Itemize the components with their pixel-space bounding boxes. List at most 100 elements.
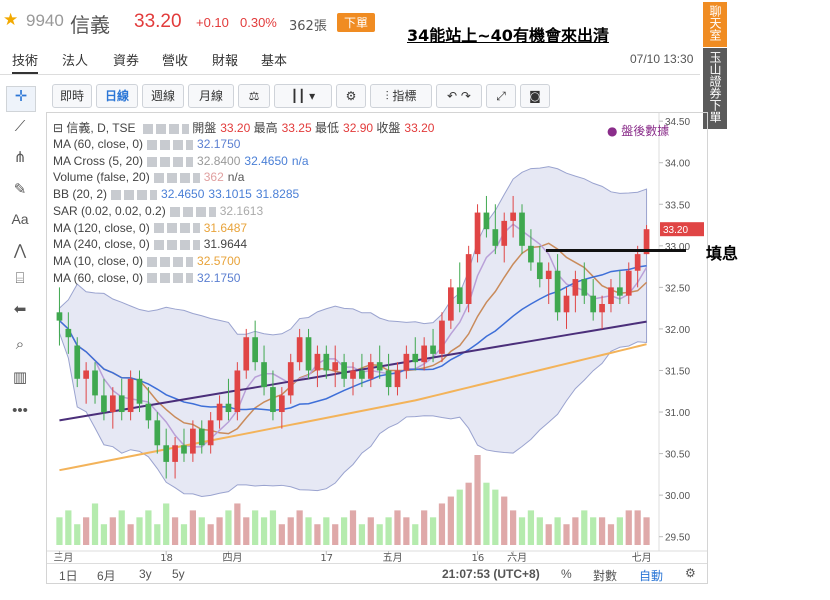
- volume-bar: [234, 503, 241, 545]
- settings-gear-icon[interactable]: ⚙: [336, 84, 366, 108]
- volume-bar: [323, 517, 330, 545]
- after-hours-data[interactable]: ● 盤後數據: [607, 124, 670, 138]
- candle-body: [198, 428, 205, 446]
- candle-body: [101, 395, 107, 413]
- order-button[interactable]: 下單: [337, 13, 376, 32]
- candle-body: [590, 295, 597, 313]
- candle-body: [563, 295, 570, 313]
- candle-body: [581, 279, 588, 296]
- undo-redo-icon[interactable]: ↶ ↷: [436, 84, 482, 108]
- price-chart[interactable]: 29.50 30.00 30.50 31.00 31.50 32.00 32.50 33.00…: [47, 113, 707, 583]
- candle-body: [643, 229, 650, 255]
- volume-bar: [296, 510, 303, 545]
- intraday-button[interactable]: 即時: [52, 84, 92, 108]
- percent-toggle[interactable]: %: [561, 567, 572, 581]
- range-1d[interactable]: 1日: [59, 569, 78, 583]
- favorite-star-icon[interactable]: ★: [3, 10, 19, 29]
- camera-icon[interactable]: ◙: [520, 84, 550, 108]
- candle-body: [510, 212, 516, 221]
- volume-bar: [287, 517, 294, 545]
- fib-tool-icon[interactable]: ⋔: [13, 149, 27, 166]
- legend-row-controls-icon[interactable]: [153, 240, 200, 251]
- legend-row-controls-icon[interactable]: [169, 206, 216, 217]
- legend-controls-icon[interactable]: [142, 123, 189, 134]
- legend-row-controls-icon[interactable]: [147, 256, 194, 267]
- chart-settings-icon[interactable]: ⚙: [685, 566, 696, 580]
- daily-button[interactable]: 日線: [96, 84, 138, 108]
- candle-body: [554, 270, 561, 313]
- tab-technical[interactable]: 技術: [12, 50, 39, 74]
- volume-bar: [358, 524, 366, 545]
- legend-row-controls-icon[interactable]: [111, 189, 158, 200]
- measure-tool-icon[interactable]: ⌸: [15, 270, 25, 287]
- volume-bar: [625, 510, 632, 545]
- y-tick-label: 33.50: [665, 200, 690, 211]
- text-tool-icon[interactable]: Aa: [11, 211, 29, 227]
- volume-bar: [581, 510, 588, 545]
- candle-body: [252, 337, 258, 363]
- volume-bar: [278, 524, 285, 545]
- legend-row-controls-icon[interactable]: [153, 173, 200, 184]
- candle-body: [118, 395, 125, 413]
- last-price-label: 33.20: [663, 225, 688, 236]
- volume-bar: [403, 517, 410, 545]
- legend-row-controls-icon[interactable]: [147, 139, 194, 150]
- candle-body: [625, 270, 632, 296]
- range-6m[interactable]: 6月: [97, 569, 116, 583]
- auto-toggle[interactable]: 自動: [639, 569, 664, 583]
- zoom-icon[interactable]: ⌕: [15, 336, 25, 353]
- candle-body: [421, 345, 428, 363]
- stock-name: 信義: [70, 13, 110, 37]
- pattern-tool-icon[interactable]: ⋀: [13, 242, 27, 259]
- legend-row: MA (240, close, 0) 31.9644: [53, 237, 247, 251]
- candle-body: [225, 403, 232, 413]
- collapse-legend-icon[interactable]: ⊟: [53, 121, 64, 135]
- volume-bar: [474, 455, 481, 545]
- fill-dividend-label: 填息: [706, 244, 739, 263]
- chart-panel[interactable]: 29.50 30.00 30.50 31.00 31.50 32.00 32.50 33.00…: [46, 112, 708, 584]
- monthly-button[interactable]: 月線: [188, 84, 234, 108]
- more-icon[interactable]: •••: [12, 402, 28, 419]
- legend-row-controls-icon[interactable]: [147, 156, 194, 167]
- volume-bar: [634, 510, 641, 545]
- candle-body: [314, 353, 321, 371]
- volume-bar: [56, 517, 63, 545]
- legend-row-controls-icon[interactable]: [153, 223, 200, 234]
- volume-bar: [154, 524, 161, 545]
- log-toggle[interactable]: 對數: [593, 569, 618, 583]
- back-arrow-icon[interactable]: ⬅: [13, 301, 27, 318]
- candle-body: [305, 337, 312, 371]
- chat-room-button[interactable]: 聊天室: [703, 2, 727, 47]
- volume-bar: [545, 524, 552, 545]
- fullscreen-icon[interactable]: ⤢: [486, 84, 516, 108]
- tab-basics[interactable]: 基本: [261, 54, 288, 69]
- legend-row-controls-icon[interactable]: [147, 273, 194, 284]
- trendline-tool-icon[interactable]: ⟋: [14, 118, 26, 135]
- fill-dividend-line: [546, 249, 686, 252]
- ruler-icon[interactable]: ▥: [12, 369, 28, 386]
- range-3y[interactable]: 3y: [139, 567, 152, 581]
- crosshair-tool-icon[interactable]: ✛: [6, 86, 36, 112]
- candle-body: [519, 212, 525, 246]
- legend-row-label: MA (10, close, 0): [53, 253, 144, 268]
- range-5y[interactable]: 5y: [172, 567, 185, 581]
- candle-body: [56, 312, 63, 321]
- compare-scale-icon[interactable]: ⚖: [238, 84, 270, 108]
- candle-type-icon[interactable]: ┃┃ ▾: [274, 84, 332, 108]
- volume-bar: [376, 524, 383, 545]
- candle-body: [145, 403, 152, 421]
- y-tick-label: 30.00: [665, 491, 690, 502]
- tab-financials[interactable]: 財報: [212, 54, 239, 69]
- tab-institutional[interactable]: 法人: [62, 54, 89, 69]
- candle-body: [385, 370, 392, 388]
- volume-bar: [91, 503, 99, 545]
- divider: [0, 74, 700, 75]
- legend-row-value: 32.1750: [197, 270, 241, 285]
- candle-body: [74, 345, 81, 379]
- legend-row-value: 31.8285: [255, 187, 300, 202]
- tab-margin[interactable]: 資券: [113, 54, 140, 69]
- tab-revenue[interactable]: 營收: [162, 54, 189, 69]
- brush-tool-icon[interactable]: ✎: [13, 181, 27, 198]
- indicators-button[interactable]: ⫶ 指標: [370, 84, 432, 108]
- weekly-button[interactable]: 週線: [142, 84, 184, 108]
